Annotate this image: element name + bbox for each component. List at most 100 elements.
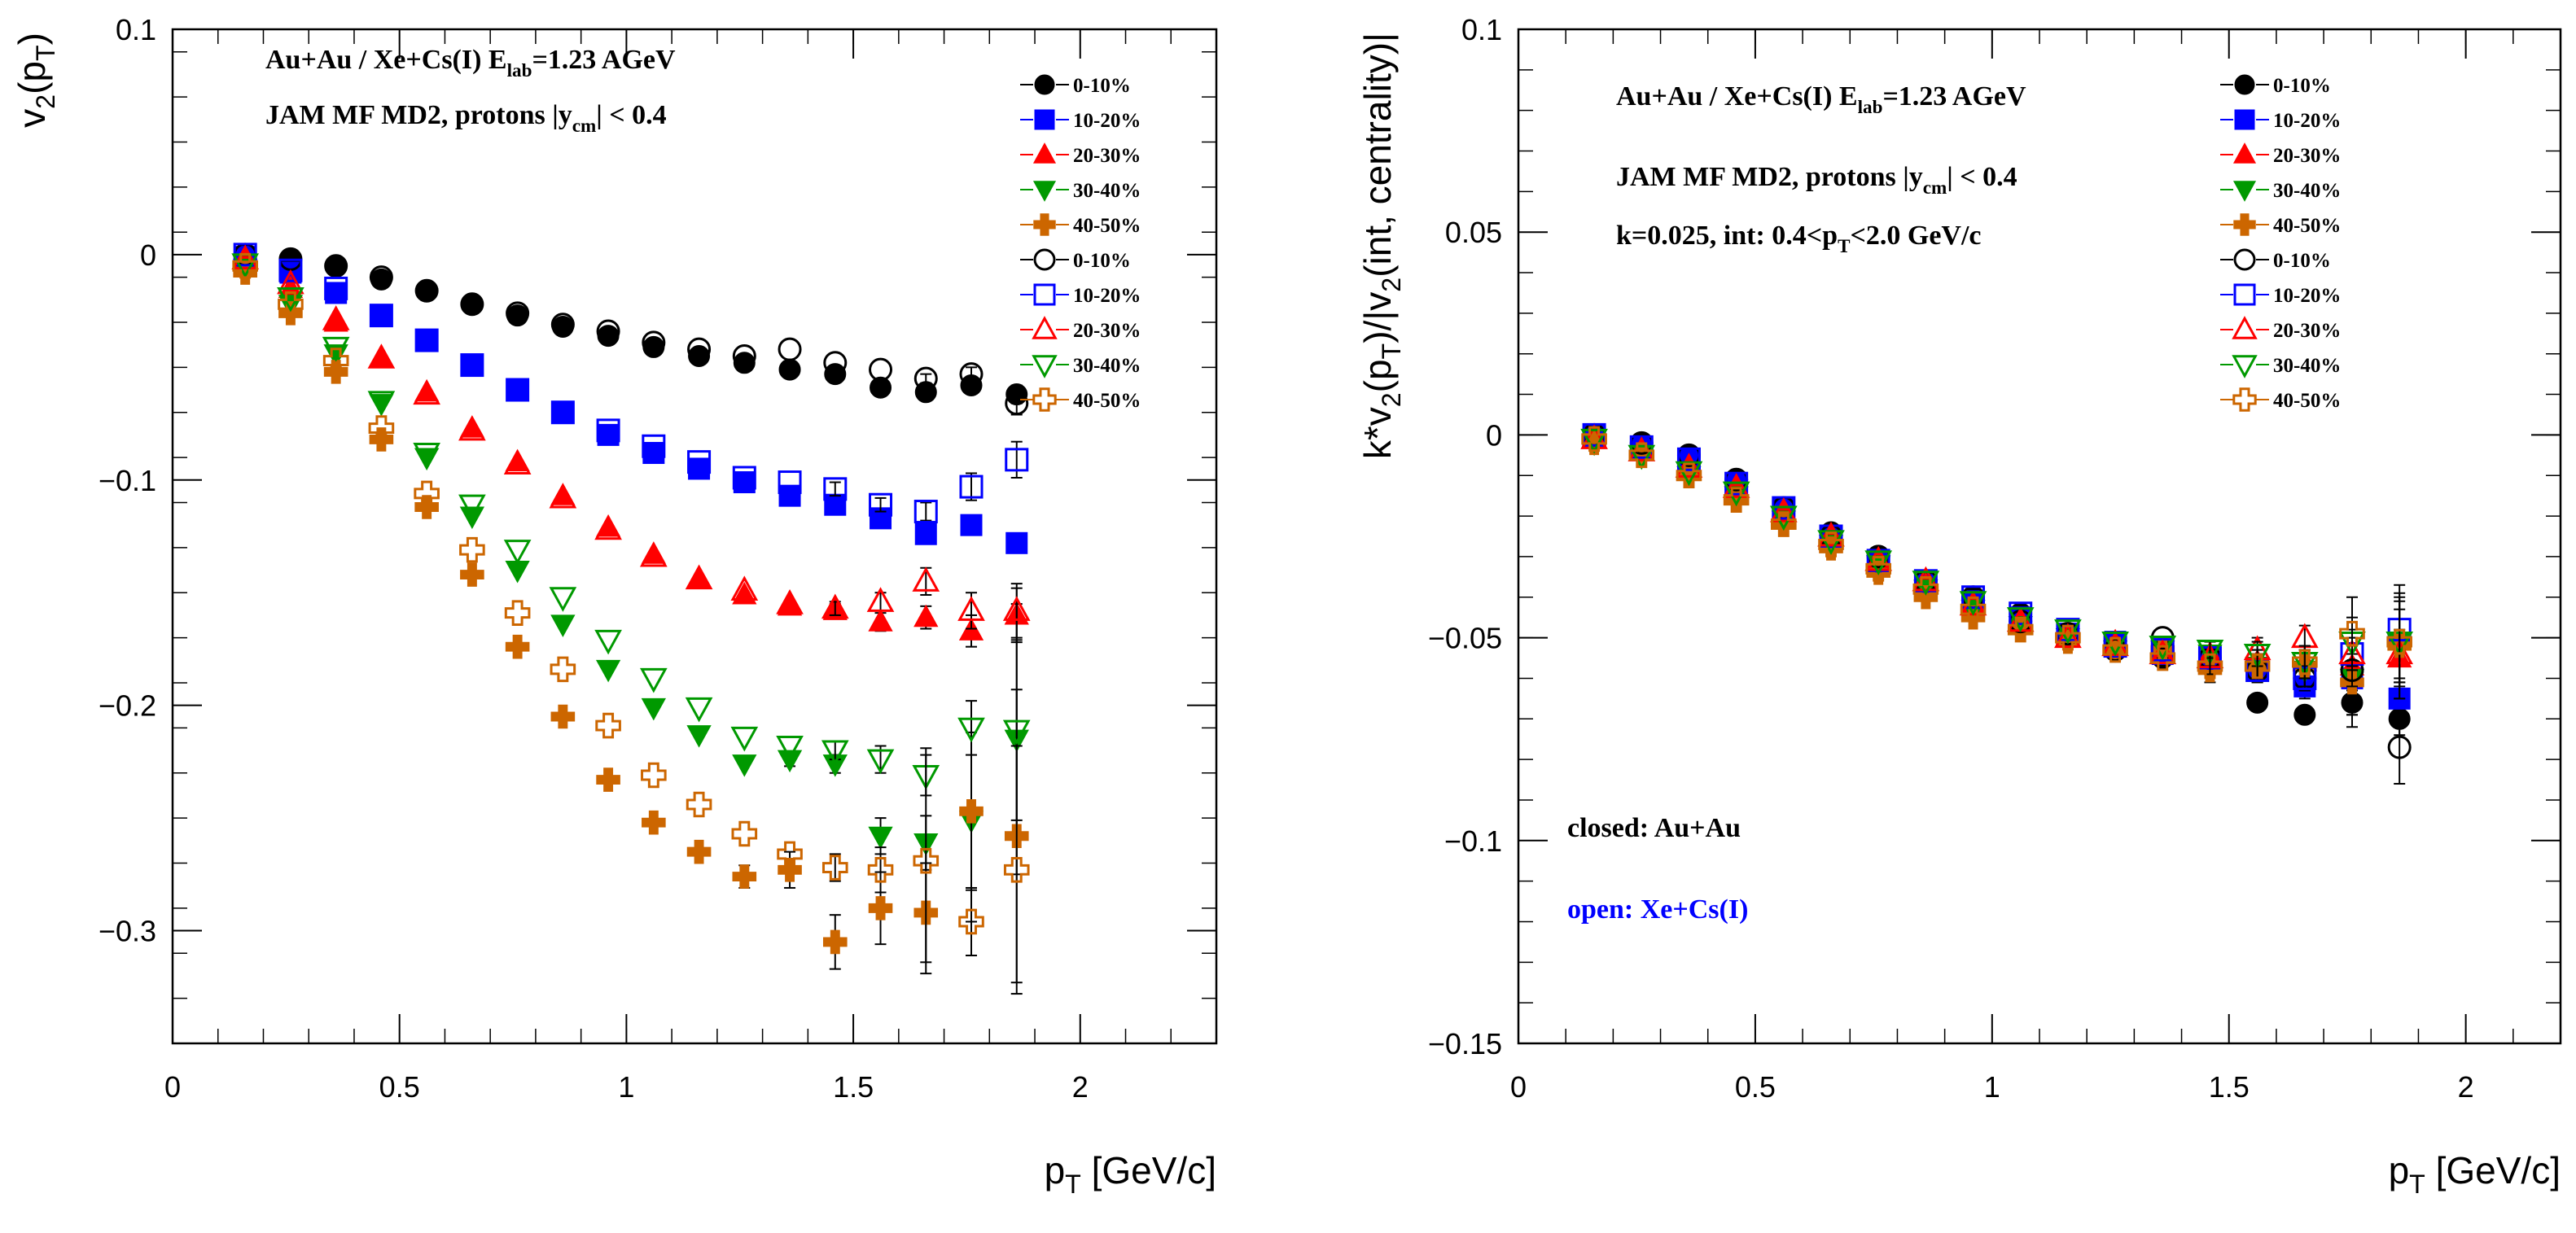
annotation-2: JAM MF MD2, protons |ycm| < 0.4 — [1616, 162, 2017, 199]
x-tick-label: 1 — [1984, 1070, 2000, 1104]
series-xecsi-20-30 — [231, 244, 1031, 639]
data-point — [1002, 719, 1031, 745]
data-point — [686, 725, 712, 748]
legend-marker-open-10-20 — [1033, 283, 1056, 306]
data-point — [821, 740, 849, 766]
data-point — [2149, 636, 2177, 661]
data-point — [595, 712, 621, 739]
x-tick-label: 0 — [164, 1070, 181, 1104]
x-tick-label: 1.5 — [2209, 1070, 2250, 1104]
data-point — [1769, 505, 1798, 531]
data-point — [596, 767, 620, 792]
data-point — [824, 493, 847, 516]
data-point — [594, 514, 622, 540]
data-point — [2243, 643, 2272, 669]
data-point — [458, 415, 486, 441]
data-point — [1865, 556, 1891, 582]
data-point — [821, 593, 849, 619]
data-point — [2055, 624, 2081, 651]
legend-marker-open-40-50 — [1032, 387, 1057, 412]
data-point — [958, 908, 984, 935]
legend-marker-closed-0-10 — [2234, 74, 2255, 95]
data-point — [959, 362, 984, 387]
data-point — [687, 337, 712, 361]
data-point — [506, 301, 530, 326]
data-point — [595, 659, 621, 683]
chart-panel-1: 0 0.5 1 1.5 2 0.1 0 −0.1 −0.2 −0.3 pT [GeV/c] v2(pT… — [11, 13, 1218, 1199]
y-tick-label: −0.05 — [1428, 622, 1502, 655]
legend-marker-closed-20-30 — [1032, 142, 1057, 164]
data-point — [1002, 596, 1031, 621]
legend-marker-open-10-20 — [2233, 283, 2256, 306]
data-point — [732, 343, 756, 368]
data-point — [594, 629, 622, 655]
data-point — [506, 378, 529, 401]
series-auau-20-30 — [233, 248, 1029, 648]
x-tick-label: 1 — [618, 1070, 634, 1104]
series-xecsi-10-20 — [233, 243, 1029, 524]
data-point — [504, 600, 531, 626]
data-point — [2149, 645, 2176, 671]
data-point — [325, 282, 348, 304]
x-tick-label: 0 — [1510, 1070, 1527, 1104]
legend-marker-open-40-50 — [2232, 387, 2257, 412]
data-point — [322, 348, 349, 374]
legend-label: 20-30% — [2273, 145, 2341, 167]
legend-label: 30-40% — [2273, 355, 2341, 377]
data-point — [687, 450, 712, 474]
legend-label: 30-40% — [1073, 180, 1141, 202]
data-point — [960, 514, 983, 536]
note-open: open: Xe+Cs(I) — [1567, 894, 1748, 925]
data-point — [1769, 497, 1798, 522]
note-closed: closed: Au+Au — [1567, 813, 1741, 843]
data-point — [2009, 601, 2033, 626]
data-point — [641, 762, 667, 789]
data-point — [1003, 857, 1030, 883]
legend-marker-open-0-10 — [1033, 248, 1056, 271]
y-tick-label: −0.15 — [1428, 1027, 1502, 1060]
legend-label: 30-40% — [1073, 355, 1141, 377]
data-point — [1005, 391, 1029, 416]
legend-label: 0-10% — [1073, 250, 1131, 272]
data-point — [688, 457, 711, 480]
annotation-1: Au+Au / Xe+Cs(I) Elab=1.23 AGeV — [265, 45, 676, 81]
data-point — [1817, 521, 1845, 547]
legend-marker-closed-40-50 — [1033, 213, 1056, 236]
data-point — [1676, 462, 1702, 489]
data-point — [776, 589, 804, 614]
legend-label: 20-30% — [1073, 145, 1141, 167]
plot-frame — [171, 28, 1218, 1045]
data-point — [733, 471, 756, 494]
data-point — [732, 754, 757, 777]
data-point — [2293, 703, 2316, 726]
data-point — [369, 304, 393, 328]
data-point — [505, 634, 530, 659]
data-point — [1864, 550, 1893, 575]
data-point — [1628, 442, 1655, 469]
data-point — [1864, 545, 1893, 571]
x-axis-title: pT [GeV/c] — [2389, 1149, 2561, 1199]
data-point — [2196, 640, 2224, 665]
annotation-3: k=0.025, int: 0.4<pT<2.0 GeV/c — [1616, 221, 1982, 257]
data-point — [685, 564, 713, 590]
data-point — [2007, 616, 2034, 643]
data-point — [869, 492, 893, 517]
legend-label: 0-10% — [2273, 250, 2331, 272]
y-tick-label: −0.1 — [1444, 824, 1502, 858]
data-point — [2102, 636, 2128, 663]
data-point — [367, 343, 396, 369]
data-point — [503, 540, 532, 565]
legend-marker-closed-10-20 — [2234, 109, 2255, 130]
x-axis-title: pT [GeV/c] — [1045, 1149, 1216, 1199]
data-point — [2054, 623, 2082, 649]
annotation-2: JAM MF MD2, protons |ycm| < 0.4 — [265, 100, 667, 137]
x-tick-label: 2 — [1072, 1070, 1089, 1104]
series-xecsi-0-10 — [233, 243, 1029, 416]
data-point — [1722, 473, 1750, 498]
data-point — [686, 839, 712, 864]
data-point — [913, 366, 938, 391]
data-point — [2244, 653, 2271, 680]
legend-label: 0-10% — [1073, 75, 1131, 97]
